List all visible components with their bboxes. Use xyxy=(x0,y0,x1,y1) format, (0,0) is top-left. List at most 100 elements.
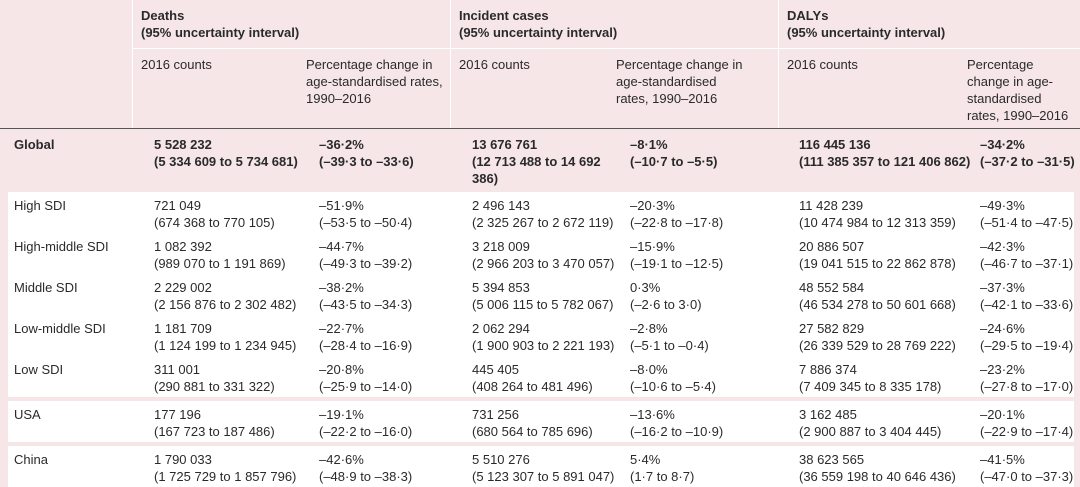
divider xyxy=(132,0,133,128)
uncertainty-interval: (–25·9 to –14·0) xyxy=(319,379,413,394)
pct-change-cell: –34·2% (–37·2 to –31·5) xyxy=(980,129,1080,192)
value: 38 623 565 xyxy=(799,452,865,467)
uncertainty-interval: (–29·5 to –19·4) xyxy=(980,338,1074,353)
value: 177 196 xyxy=(154,407,201,422)
value: 0·3% xyxy=(630,280,661,295)
uncertainty-interval: (2 966 203 to 3 470 057) xyxy=(472,256,615,271)
uncertainty-interval: (–16·2 to –10·9) xyxy=(630,424,724,439)
pct-change-cell: –41·5% (–47·0 to –37·3) xyxy=(980,442,1080,487)
value: 1 790 033 xyxy=(154,452,212,467)
uncertainty-interval: (–43·5 to –34·3) xyxy=(319,297,413,312)
value: –42·6% xyxy=(319,452,364,467)
uncertainty-interval: (–22·9 to –17·4) xyxy=(980,424,1074,439)
value: 11 428 239 xyxy=(799,198,864,213)
value: –34·2% xyxy=(980,137,1025,152)
value: –22·7% xyxy=(319,321,364,336)
pct-change-cell: –36·2% (–39·3 to –33·6) xyxy=(319,129,472,192)
pct-change-cell: 5·4% (1·7 to 8·7) xyxy=(630,442,799,487)
uncertainty-interval: (–27·8 to –17·0) xyxy=(980,379,1074,394)
value: –20·8% xyxy=(319,362,364,377)
dalys-header: DALYs (95% uncertainty interval) xyxy=(787,7,945,41)
uncertainty-interval: (–19·1 to –12·5) xyxy=(630,256,724,271)
group-title: DALYs xyxy=(787,8,829,23)
uncertainty-interval: (674 368 to 770 105) xyxy=(154,215,275,230)
row-label: Middle SDI xyxy=(0,274,154,315)
pct-change-cell: –15·9% (–19·1 to –12·5) xyxy=(630,233,799,274)
pct-change-cell: –20·1% (–22·9 to –17·4) xyxy=(980,397,1080,444)
pct-change-cell: –42·6% (–48·9 to –38·3) xyxy=(319,442,472,487)
uncertainty-interval: (–46·7 to –37·1) xyxy=(980,256,1074,271)
uncertainty-interval: (2 156 876 to 2 302 482) xyxy=(154,297,297,312)
value: 48 552 584 xyxy=(799,280,865,295)
uncertainty-interval: (–39·3 to –33·6) xyxy=(319,154,414,169)
count-cell: 11 428 239 (10 474 984 to 12 313 359) xyxy=(799,192,980,233)
value: 5·4% xyxy=(630,452,661,467)
value: –36·2% xyxy=(319,137,364,152)
count-cell: 38 623 565 (36 559 198 to 40 646 436) xyxy=(799,442,980,487)
group-subtitle: (95% uncertainty interval) xyxy=(787,25,946,40)
pct-change-cell: –37·3% (–42·1 to –33·6) xyxy=(980,274,1080,315)
value: 1 082 392 xyxy=(154,239,212,254)
group-title: Deaths xyxy=(141,8,185,23)
pct-change-cell: –22·7% (–28·4 to –16·9) xyxy=(319,315,472,356)
pct-change-cell: –24·6% (–29·5 to –19·4) xyxy=(980,315,1080,356)
value: –15·9% xyxy=(630,239,675,254)
pct-change-cell: –23·2% (–27·8 to –17·0) xyxy=(980,356,1080,399)
value: –2·8% xyxy=(630,321,668,336)
value: 445 405 xyxy=(472,362,519,377)
value: 721 049 xyxy=(154,198,201,213)
uncertainty-interval: (5 123 307 to 5 891 047) xyxy=(472,469,615,484)
uncertainty-interval: (19 041 515 to 22 862 878) xyxy=(799,256,956,271)
value: –8·0% xyxy=(630,362,668,377)
table-row: Low SDI 311 001 (290 881 to 331 322) –20·8%… xyxy=(0,356,1080,399)
value: 116 445 136 xyxy=(799,137,871,152)
incident-header: Incident cases (95% uncertainty interval) xyxy=(459,7,617,41)
value: 7 886 374 xyxy=(799,362,857,377)
uncertainty-interval: (46 534 278 to 50 601 668) xyxy=(799,297,956,312)
count-cell: 2 229 002 (2 156 876 to 2 302 482) xyxy=(154,274,319,315)
uncertainty-interval: (290 881 to 331 322) xyxy=(154,379,275,394)
value: –51·9% xyxy=(319,198,364,213)
pct-change-cell: –49·3% (–51·4 to –47·5) xyxy=(980,192,1080,233)
pct-change-cell: 0·3% (–2·6 to 3·0) xyxy=(630,274,799,315)
value: 27 582 829 xyxy=(799,321,865,336)
count-cell: 311 001 (290 881 to 331 322) xyxy=(154,356,319,399)
uncertainty-interval: (–2·6 to 3·0) xyxy=(630,297,702,312)
table-row: Global 5 528 232 (5 334 609 to 5 734 681) –… xyxy=(0,129,1080,192)
value: 2 496 143 xyxy=(472,198,530,213)
uncertainty-interval: (111 385 357 to 121 406 862) xyxy=(799,154,971,169)
divider xyxy=(778,0,779,128)
row-label: Low SDI xyxy=(0,356,154,399)
pct-change-cell: –13·6% (–16·2 to –10·9) xyxy=(630,397,799,444)
divider xyxy=(450,0,451,128)
value: –19·1% xyxy=(319,407,364,422)
table-row: Middle SDI 2 229 002 (2 156 876 to 2 302 4… xyxy=(0,274,1080,315)
pct-change-cell: –20·3% (–22·8 to –17·8) xyxy=(630,192,799,233)
uncertainty-interval: (36 559 198 to 40 646 436) xyxy=(799,469,956,484)
table-row: China 1 790 033 (1 725 729 to 1 857 796) –4… xyxy=(0,442,1080,487)
uncertainty-interval: (–22·8 to –17·8) xyxy=(630,215,724,230)
table-row: High SDI 721 049 (674 368 to 770 105) –51·9… xyxy=(0,192,1080,233)
pct-change-cell: –44·7% (–49·3 to –39·2) xyxy=(319,233,472,274)
uncertainty-interval: (2 325 267 to 2 672 119) xyxy=(472,215,614,230)
uncertainty-interval: (–51·4 to –47·5) xyxy=(980,215,1074,230)
uncertainty-interval: (–5·1 to –0·4) xyxy=(630,338,709,353)
value: –38·2% xyxy=(319,280,364,295)
value: 311 001 xyxy=(154,362,201,377)
uncertainty-interval: (–28·4 to –16·9) xyxy=(319,338,413,353)
count-cell: 13 676 761 (12 713 488 to 14 692 386) xyxy=(472,129,630,192)
uncertainty-interval: (5 006 115 to 5 782 067) xyxy=(472,297,614,312)
group-subtitle: (95% uncertainty interval) xyxy=(459,25,618,40)
uncertainty-interval: (–42·1 to –33·6) xyxy=(980,297,1074,312)
count-cell: 445 405 (408 264 to 481 496) xyxy=(472,356,630,399)
uncertainty-interval: (167 723 to 187 486) xyxy=(154,424,275,439)
uncertainty-interval: (2 900 887 to 3 404 445) xyxy=(799,424,942,439)
uncertainty-interval: (–49·3 to –39·2) xyxy=(319,256,413,271)
count-cell: 48 552 584 (46 534 278 to 50 601 668) xyxy=(799,274,980,315)
uncertainty-interval: (–10·6 to –5·4) xyxy=(630,379,716,394)
count-cell: 5 394 853 (5 006 115 to 5 782 067) xyxy=(472,274,630,315)
uncertainty-interval: (1 725 729 to 1 857 796) xyxy=(154,469,297,484)
value: –23·2% xyxy=(980,362,1025,377)
group-subtitle: (95% uncertainty interval) xyxy=(141,25,300,40)
value: –24·6% xyxy=(980,321,1025,336)
